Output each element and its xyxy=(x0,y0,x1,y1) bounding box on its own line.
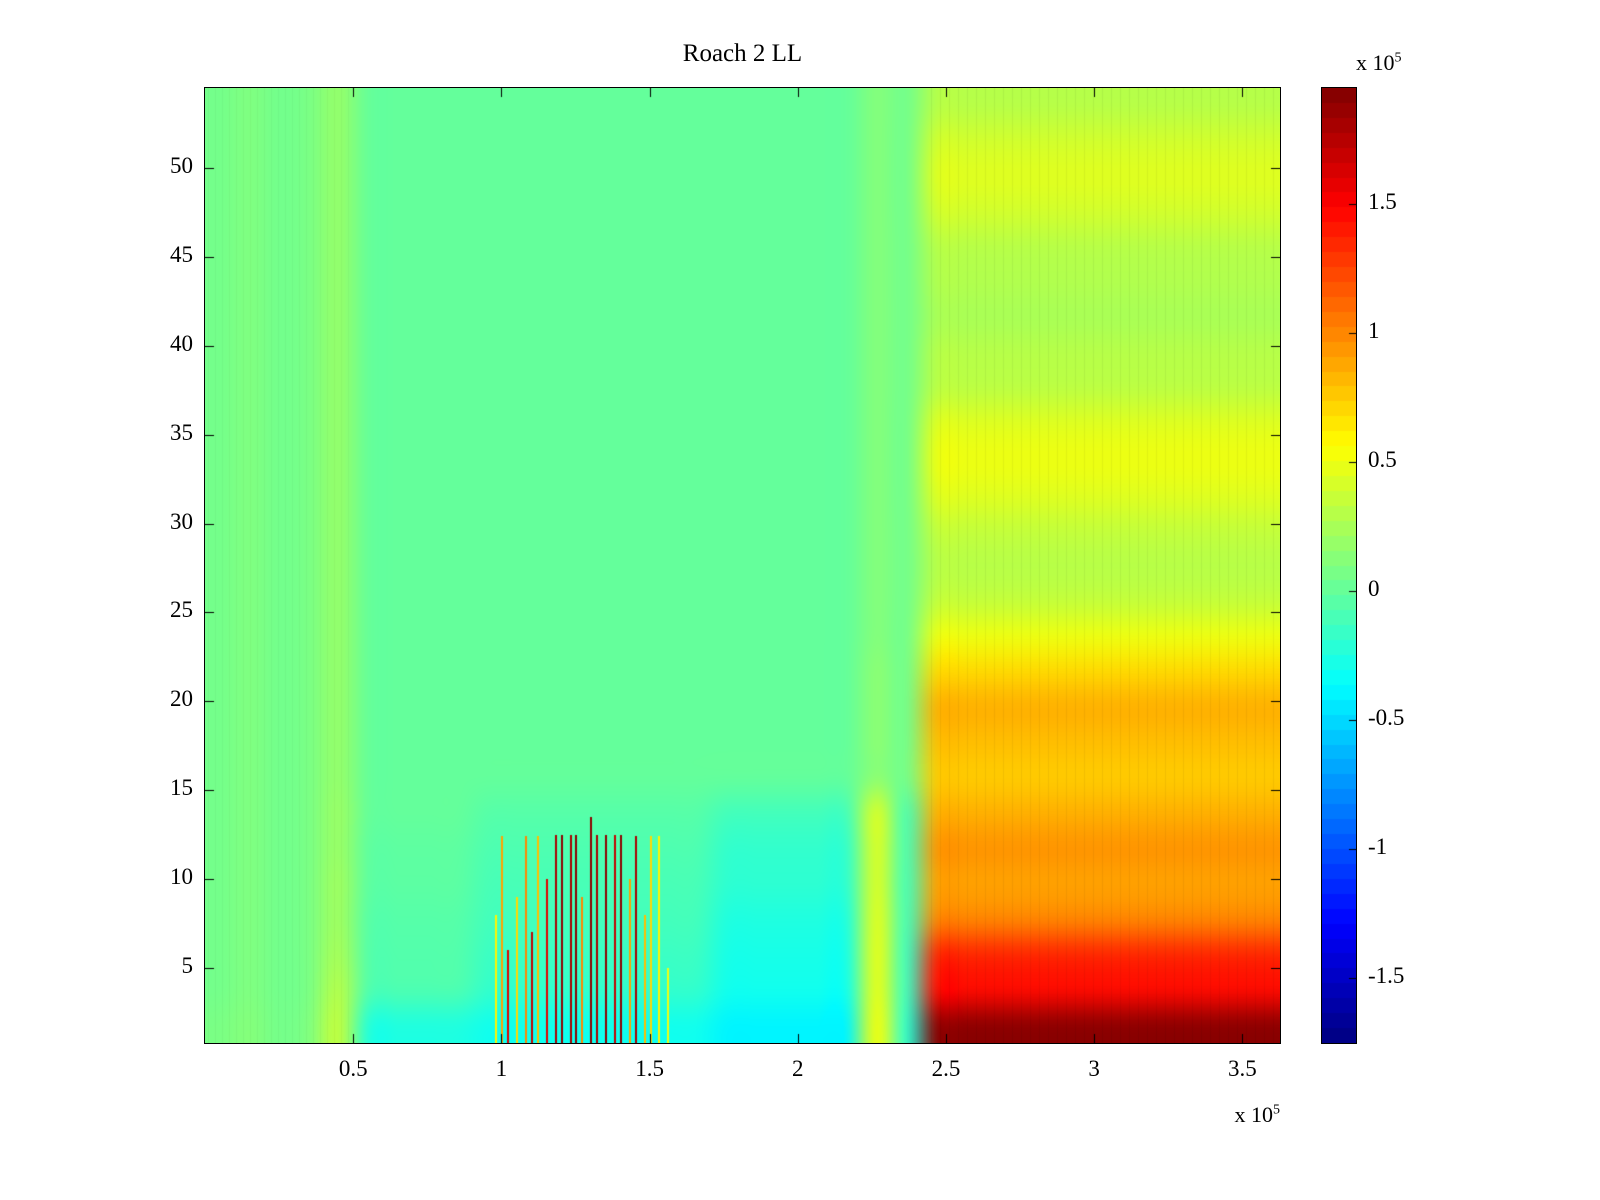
colorbar-tick-label: 1 xyxy=(1368,318,1380,344)
x-tick-label: 2 xyxy=(792,1056,804,1081)
heatmap xyxy=(204,87,1281,1044)
y-tick-label: 30 xyxy=(170,508,193,534)
colorbar xyxy=(1321,87,1357,1044)
colorbar-tick-label: 0 xyxy=(1368,576,1380,602)
x-axis-exponent-base: x 10 xyxy=(1234,1102,1274,1127)
x-axis-exponent: x 105 xyxy=(1150,1102,1281,1128)
colorbar-tick-label: -1.5 xyxy=(1368,963,1405,989)
y-tick-label: 40 xyxy=(170,330,193,356)
y-tick-label: 5 xyxy=(181,952,194,978)
y-tick-label: 15 xyxy=(170,775,193,801)
x-tick-label: 1.5 xyxy=(635,1056,664,1081)
y-tick-label: 50 xyxy=(170,152,193,178)
x-tick-label: 0.5 xyxy=(338,1056,368,1081)
colorbar-tick-label: 1.5 xyxy=(1368,189,1397,215)
y-tick-label: 20 xyxy=(170,686,193,712)
x-tick-label: 2.5 xyxy=(931,1056,961,1081)
colorbar-exponent-base: x 10 xyxy=(1356,50,1395,75)
x-tick-label: 1 xyxy=(495,1056,508,1081)
colorbar-tick-label: -0.5 xyxy=(1368,705,1405,731)
y-tick-label: 45 xyxy=(170,241,193,267)
x-axis-exponent-power: 5 xyxy=(1273,1102,1280,1118)
x-tick-label: 3 xyxy=(1088,1056,1100,1081)
x-tick-label: 3.5 xyxy=(1227,1056,1257,1081)
colorbar-exponent: x 105 xyxy=(1356,50,1402,76)
colorbar-tick-label: 0.5 xyxy=(1368,447,1397,473)
plot-title: Roach 2 LL xyxy=(682,40,803,67)
colorbar-exponent-power: 5 xyxy=(1394,50,1402,66)
colorbar-tick-label: -1 xyxy=(1368,834,1388,860)
y-tick-label: 35 xyxy=(170,419,193,445)
y-tick-label: 25 xyxy=(170,597,193,623)
y-tick-label: 10 xyxy=(170,864,193,890)
